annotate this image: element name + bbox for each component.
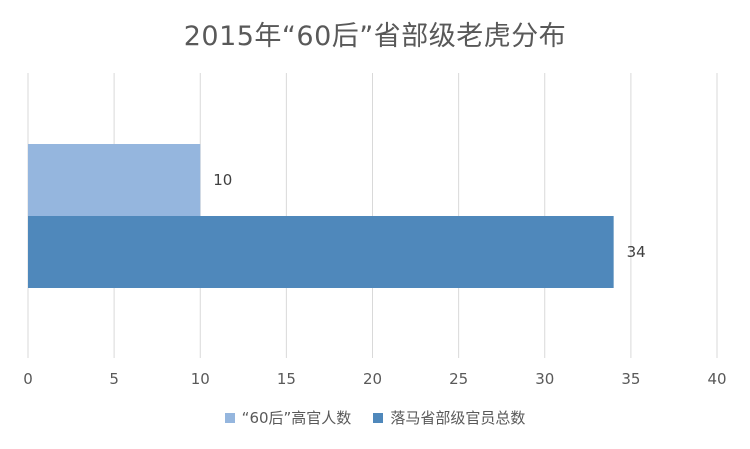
x-tick-label-0: 0 [23,370,33,388]
legend-label-series-1: “60后”高官人数 [241,409,352,427]
data-label-series-1: 10 [213,171,232,189]
x-tick-label-5: 5 [109,370,119,388]
bar-series-2 [28,216,614,288]
x-tick-label-10: 10 [191,370,210,388]
x-tick-label-40: 40 [707,370,726,388]
legend-label-series-2: 落马省部级官员总数 [390,409,526,427]
legend-swatch-series-1 [224,412,235,423]
bar-series-1 [28,144,201,216]
legend-item-series-2: 落马省部级官员总数 [373,407,525,428]
x-tick-label-35: 35 [621,370,640,388]
chart-title: 2015年“60后”省部级老虎分布 [183,21,567,52]
legend: “60后”高官人数 落马省部级官员总数 [0,407,750,428]
legend-item-series-1: “60后”高官人数 [224,407,352,428]
data-label-series-2: 34 [627,243,646,261]
x-tick-label-25: 25 [449,370,468,388]
x-tick-label-15: 15 [277,370,296,388]
x-tick-label-20: 20 [363,370,382,388]
x-tick-label-30: 30 [535,370,554,388]
legend-swatch-series-2 [373,412,384,423]
